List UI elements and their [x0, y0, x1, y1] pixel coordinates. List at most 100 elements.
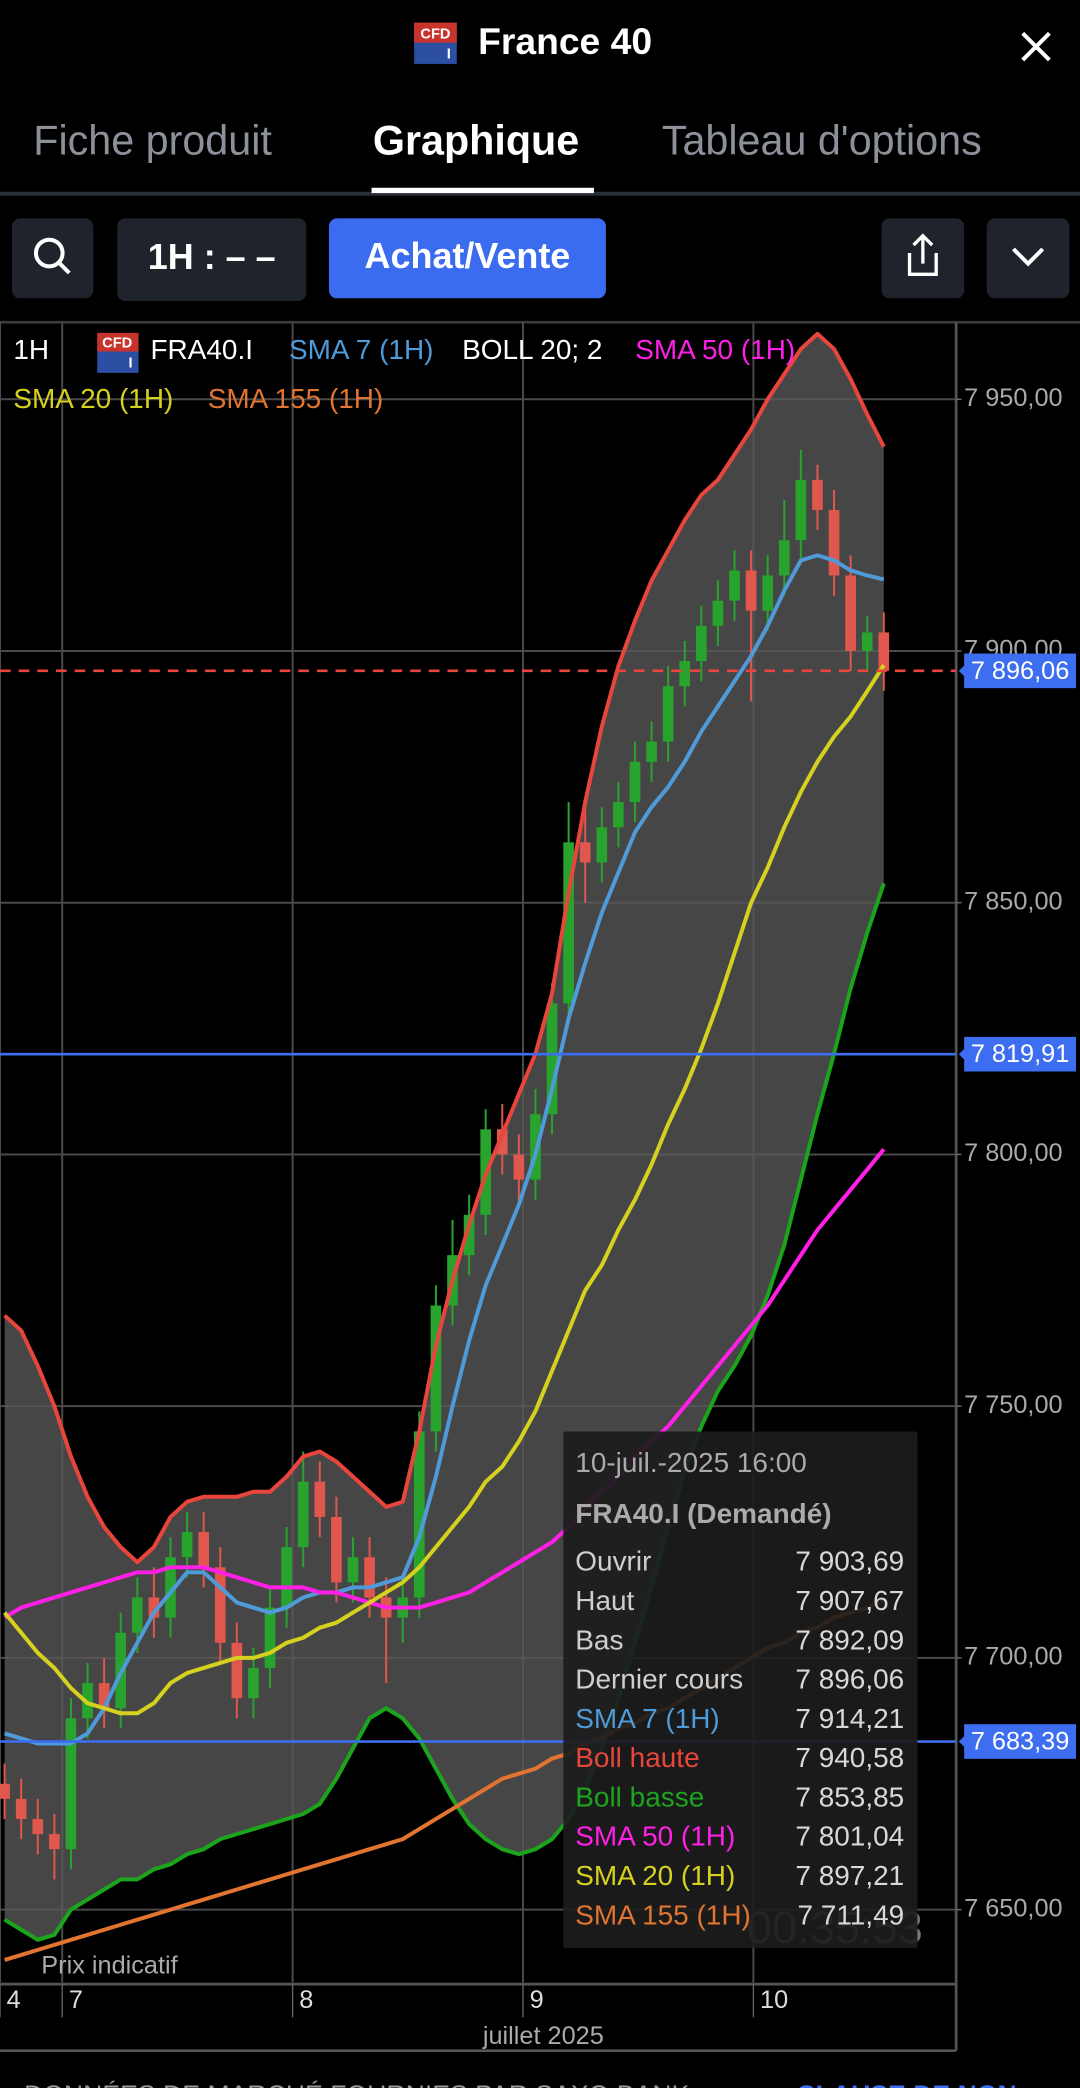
tab-divider	[0, 191, 1080, 196]
tooltip-label: Bas	[575, 1624, 623, 1655]
candle-body	[347, 1557, 359, 1583]
candle-body	[248, 1667, 259, 1699]
tooltip-label: Dernier cours	[575, 1664, 743, 1695]
tooltip-value: 7 897,21	[795, 1860, 904, 1891]
price-label-box	[964, 653, 1077, 689]
candle-body	[198, 1532, 209, 1568]
candle-body	[546, 1003, 558, 1115]
candle-body	[281, 1547, 292, 1608]
indicator-line	[3, 663, 886, 1716]
candle-body	[861, 632, 873, 652]
y-tick-label: 7 800,00	[964, 1139, 1062, 1167]
interval-button[interactable]	[117, 218, 307, 301]
tab-active[interactable]: Graphique	[373, 118, 579, 164]
note: Prix indicatif	[41, 1952, 178, 1980]
trade-label[interactable]: Achat/Vente	[365, 235, 571, 276]
trade-button[interactable]	[328, 218, 606, 299]
tooltip-label: Boll basse	[575, 1781, 704, 1812]
tooltip-label: SMA 7 (1H)	[575, 1703, 719, 1734]
candle-body	[165, 1557, 176, 1618]
x-axis-title: juillet 2025	[482, 2022, 604, 2050]
candle-body	[662, 686, 674, 742]
legend-icon	[97, 332, 139, 352]
candle-body	[65, 1718, 77, 1850]
legend-entry: SMA 50 (1H)	[635, 334, 795, 365]
legend-entry: SMA 20 (1H)	[13, 383, 173, 414]
tooltip-box	[563, 1431, 918, 1949]
footer-link[interactable]: CLAUSE DE NON	[796, 2080, 1016, 2088]
x-tick-label: 10	[760, 1986, 788, 2014]
candle-body	[563, 842, 574, 1004]
tooltip-label: Boll haute	[575, 1742, 699, 1773]
interval-label[interactable]: 1H : – –	[148, 236, 276, 277]
price-label-box	[964, 1724, 1077, 1759]
overlay: 7 650,00 7 700,00 7 750,00 7 800,00 7 850,00…	[0, 332, 1077, 2018]
candle-body	[696, 625, 707, 662]
tab-indicator	[371, 187, 594, 194]
legend-entry: BOLL 20; 2	[462, 334, 602, 365]
candle-body	[828, 510, 840, 576]
candle-body	[579, 842, 591, 863]
legend-entry: SMA 155 (1H)	[208, 383, 384, 414]
tooltip-label: SMA 155 (1H)	[575, 1899, 751, 1930]
icon-text: I	[447, 46, 451, 62]
tab[interactable]: Fiche produit	[33, 118, 272, 164]
candle-body	[32, 1819, 44, 1835]
tooltip-value: 7 940,58	[795, 1742, 904, 1773]
price-label: 7 819,91	[971, 1040, 1069, 1068]
legend-icon-text: CFD	[102, 335, 132, 351]
indicator-line	[3, 882, 886, 1942]
icon-text: CFD	[420, 26, 450, 42]
candle-body	[762, 575, 774, 611]
indicator-line	[3, 1147, 886, 1620]
candle-body	[778, 540, 790, 576]
candle-body	[364, 1557, 375, 1598]
candle-body	[264, 1607, 276, 1668]
x-tick-label: 4	[7, 1986, 21, 2014]
candle-body	[15, 1798, 27, 1820]
candle-body	[297, 1481, 309, 1548]
tooltip-value: 7 903,69	[795, 1546, 904, 1577]
candle-body	[413, 1431, 425, 1598]
tooltip-title: 10-juil.-2025 16:00	[575, 1447, 807, 1478]
candle-body	[613, 802, 624, 828]
y-tick-label: 7 750,00	[964, 1391, 1062, 1419]
tooltip-value: 7 853,85	[795, 1781, 904, 1812]
legend-symbol: FRA40.I	[150, 334, 253, 365]
share-button[interactable]	[881, 218, 965, 299]
candle-body	[98, 1683, 110, 1709]
dropdown-button[interactable]	[986, 218, 1070, 299]
indicator-line	[3, 331, 886, 1565]
candle-body	[314, 1481, 326, 1517]
indicator-line	[4, 553, 885, 1746]
tooltip-value: 7 914,21	[795, 1703, 904, 1734]
legend-icon-text: I	[128, 355, 132, 371]
price-label-box	[964, 1036, 1077, 1072]
tooltip-label: SMA 50 (1H)	[575, 1821, 735, 1852]
candle-body	[795, 479, 807, 541]
tab[interactable]: Tableau d'options	[662, 118, 982, 164]
tooltip-value: 7 896,06	[795, 1664, 904, 1695]
candle-body	[49, 1834, 60, 1850]
tooltip-label: Haut	[575, 1585, 634, 1616]
candle-body	[430, 1305, 442, 1432]
y-tick-label: 7 950,00	[964, 384, 1062, 412]
candle-body	[463, 1214, 475, 1256]
candle-body	[679, 661, 691, 687]
candle-body	[131, 1597, 143, 1633]
candle-body	[745, 570, 757, 611]
tooltip-subtitle: FRA40.I (Demandé)	[575, 1498, 831, 1529]
candle-body	[729, 570, 740, 601]
candle-body	[331, 1516, 342, 1583]
tooltip-value: 7 801,04	[795, 1821, 904, 1852]
candle-body	[231, 1642, 243, 1699]
tooltip-value: 7 892,09	[795, 1624, 904, 1655]
candle-body	[712, 600, 724, 626]
search-button[interactable]	[11, 218, 94, 299]
page-title: France 40	[478, 20, 652, 62]
legend-interval: 1H	[13, 334, 49, 365]
close-button[interactable]	[1021, 31, 1051, 62]
candle-body	[496, 1129, 508, 1155]
legend-entry: SMA 7 (1H)	[289, 334, 433, 365]
